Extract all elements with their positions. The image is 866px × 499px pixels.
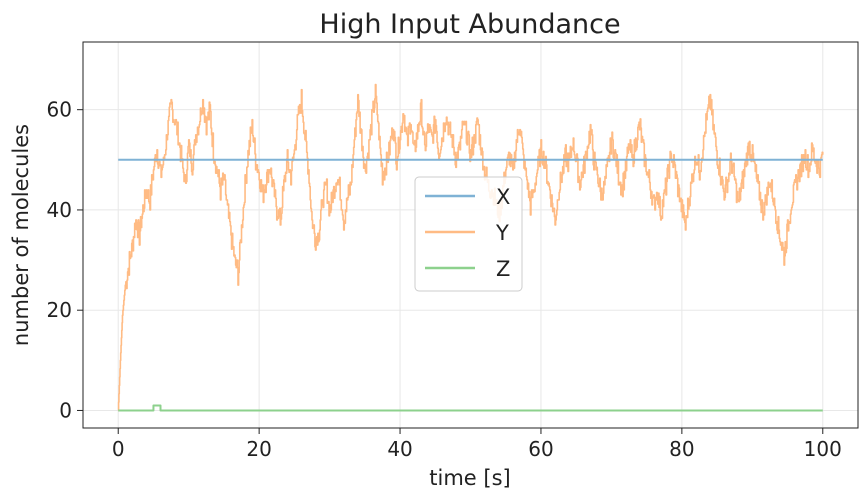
x-tick-label: 20 [246,437,271,461]
series-line-z [118,404,823,412]
y-axis-label: number of molecules [9,124,33,346]
legend-label-x: X [496,185,510,209]
y-tick-label: 0 [59,398,72,422]
plot-lines [117,83,824,412]
x-tick-label: 0 [112,437,125,461]
plot-frame [82,41,859,429]
x-axis-label: time [s] [429,466,510,490]
legend: XYZ [414,176,523,292]
legend-label-z: Z [496,257,510,281]
x-tick-label: 40 [387,437,412,461]
chart-title: High Input Abundance [319,9,620,40]
x-tick-label: 60 [528,437,553,461]
x-tick-label: 100 [804,437,842,461]
y-tick-label: 20 [47,298,72,322]
legend-label-y: Y [495,221,509,245]
x-tick-label: 80 [669,437,694,461]
series-line-y [117,83,824,412]
y-tick-label: 60 [47,98,72,122]
y-tick-label: 40 [47,198,72,222]
legend-box [414,176,523,292]
ticks: 0 20 40 60 80 100 0 20 40 60 [47,98,842,461]
